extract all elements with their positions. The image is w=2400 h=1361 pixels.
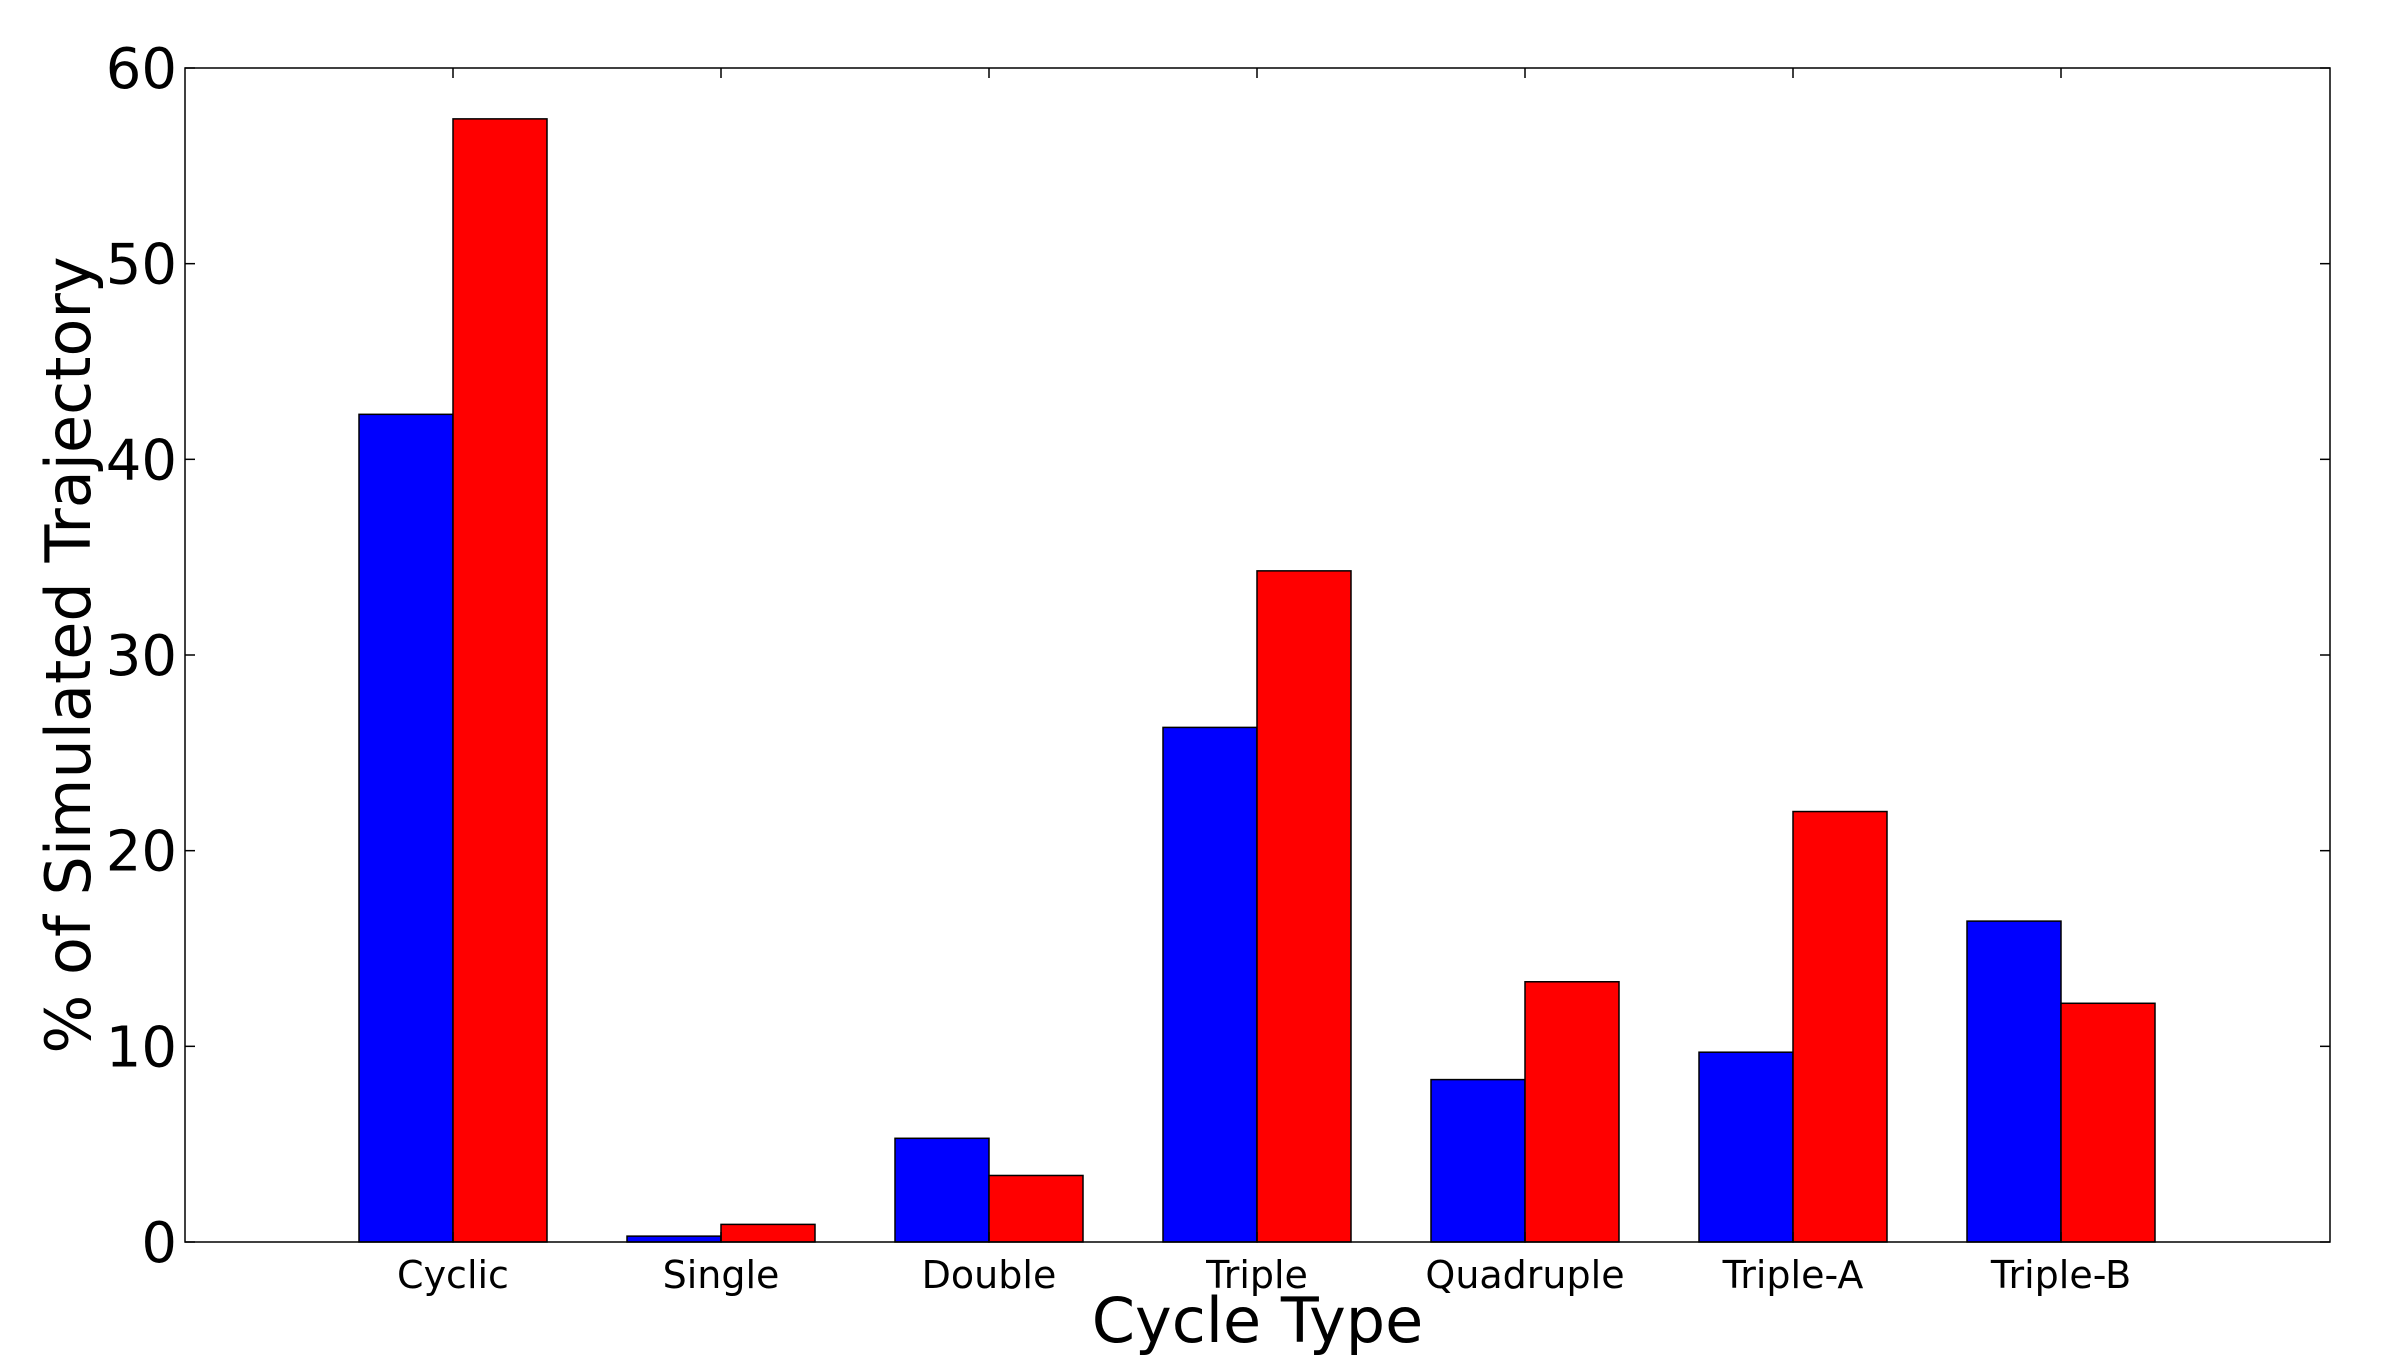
bar-triple-a-series-2	[1792, 810, 1888, 1243]
bar-single-series-1	[626, 1235, 722, 1243]
x-axis-label: Cycle Type	[1092, 1284, 1424, 1357]
bar-triple-series-2	[1256, 570, 1352, 1243]
bar-quadruple-series-2	[1524, 981, 1620, 1243]
y-tick-label: 30	[106, 624, 177, 689]
x-tick-label-triple-a: Triple-A	[1722, 1253, 1864, 1297]
x-tick-label-single: Single	[663, 1253, 780, 1297]
y-ticks-group: 0 10 20 30 40 50 60	[106, 37, 2330, 1276]
bar-triple-b-series-2	[2060, 1002, 2156, 1243]
x-tick-label-double: Double	[922, 1253, 1057, 1297]
x-tick-label-triple-b: Triple-B	[1990, 1253, 2131, 1297]
y-tick-label: 10	[106, 1015, 177, 1080]
y-tick-label: 50	[106, 233, 177, 298]
x-tick-label-cyclic: Cyclic	[397, 1253, 509, 1297]
x-ticks-group: Cyclic Single Double Triple Quadruple Triple-…	[397, 68, 2131, 1297]
bar-quadruple-series-1	[1430, 1078, 1526, 1243]
y-axis-label: % of Simulated Trajectory	[32, 256, 105, 1053]
bar-double-series-1	[894, 1137, 990, 1243]
y-tick-label: 20	[106, 820, 177, 885]
y-tick-label: 40	[106, 428, 177, 493]
bar-cyclic-series-1	[358, 413, 454, 1243]
bar-single-series-2	[720, 1223, 816, 1243]
y-tick-label: 0	[141, 1211, 177, 1276]
bar-triple-b-series-1	[1966, 920, 2062, 1243]
bar-triple-a-series-1	[1698, 1051, 1794, 1243]
y-tick-label: 60	[106, 37, 177, 102]
bars-group	[358, 118, 2156, 1243]
bar-triple-series-1	[1162, 726, 1258, 1243]
x-tick-label-quadruple: Quadruple	[1425, 1253, 1624, 1297]
bar-double-series-2	[988, 1174, 1084, 1243]
bar-cyclic-series-2	[452, 118, 548, 1243]
x-tick-label-triple: Triple	[1205, 1253, 1308, 1297]
